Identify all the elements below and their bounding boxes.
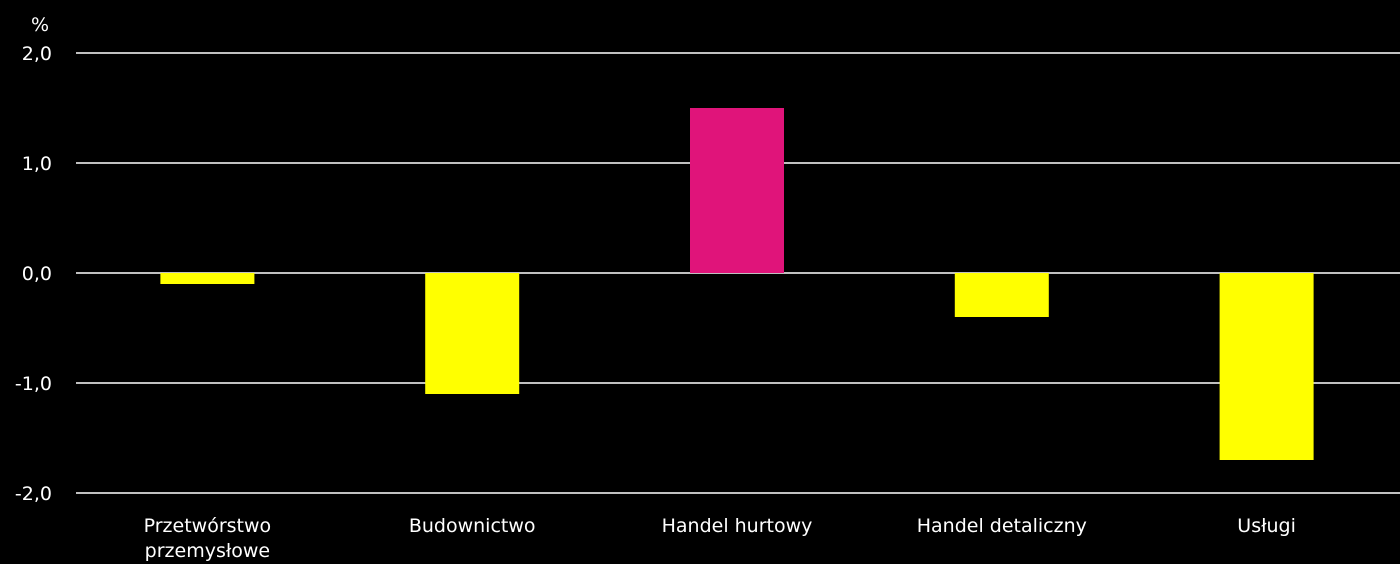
- x-category-label-line: Usługi: [1237, 515, 1296, 537]
- x-category-label-3: Handel detaliczny: [917, 515, 1087, 537]
- x-category-label-line: Budownictwo: [409, 515, 536, 537]
- bar-1: [425, 273, 520, 394]
- x-category-label-4: Usługi: [1237, 515, 1296, 537]
- x-category-label-line: przemysłowe: [145, 540, 270, 562]
- bar-4: [1219, 273, 1314, 460]
- bars: [160, 108, 1314, 460]
- bar-3: [954, 273, 1049, 317]
- x-axis-category-labels: Przetwórstwo przemysłowe Budownictwo Handel…: [144, 515, 1296, 562]
- x-category-label-line: Handel hurtowy: [662, 515, 813, 537]
- y-tick-label-3: -1,0: [15, 373, 52, 395]
- y-axis-tick-labels: 2,0 1,0 0,0 -1,0 -2,0: [15, 43, 52, 505]
- bar-0: [160, 273, 255, 284]
- y-axis-unit-label: %: [31, 14, 49, 36]
- x-category-label-1: Budownictwo: [409, 515, 536, 537]
- bar-2: [690, 108, 784, 273]
- y-tick-label-1: 1,0: [22, 153, 52, 175]
- y-tick-label-2: 0,0: [22, 263, 52, 285]
- x-category-label-0: Przetwórstwo przemysłowe: [144, 515, 272, 562]
- y-tick-label-0: 2,0: [22, 43, 52, 65]
- x-category-label-line: Handel detaliczny: [917, 515, 1087, 537]
- x-category-label-2: Handel hurtowy: [662, 515, 813, 537]
- y-tick-label-4: -2,0: [15, 483, 52, 505]
- x-category-label-line: Przetwórstwo: [144, 515, 272, 537]
